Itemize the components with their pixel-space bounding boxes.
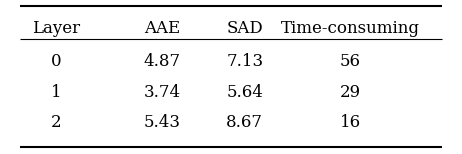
Text: 16: 16 bbox=[340, 114, 361, 131]
Text: 0: 0 bbox=[51, 53, 62, 70]
Text: SAD: SAD bbox=[226, 20, 263, 36]
Text: 7.13: 7.13 bbox=[226, 53, 263, 70]
Text: 3.74: 3.74 bbox=[144, 84, 181, 101]
Text: Time-consuming: Time-consuming bbox=[281, 20, 420, 36]
Text: 8.67: 8.67 bbox=[226, 114, 263, 131]
Text: 2: 2 bbox=[51, 114, 62, 131]
Text: 1: 1 bbox=[51, 84, 62, 101]
Text: AAE: AAE bbox=[144, 20, 180, 36]
Text: 5.43: 5.43 bbox=[144, 114, 181, 131]
Text: 5.64: 5.64 bbox=[226, 84, 263, 101]
Text: 4.87: 4.87 bbox=[144, 53, 181, 70]
Text: Layer: Layer bbox=[32, 20, 80, 36]
Text: 56: 56 bbox=[340, 53, 361, 70]
Text: 29: 29 bbox=[340, 84, 361, 101]
